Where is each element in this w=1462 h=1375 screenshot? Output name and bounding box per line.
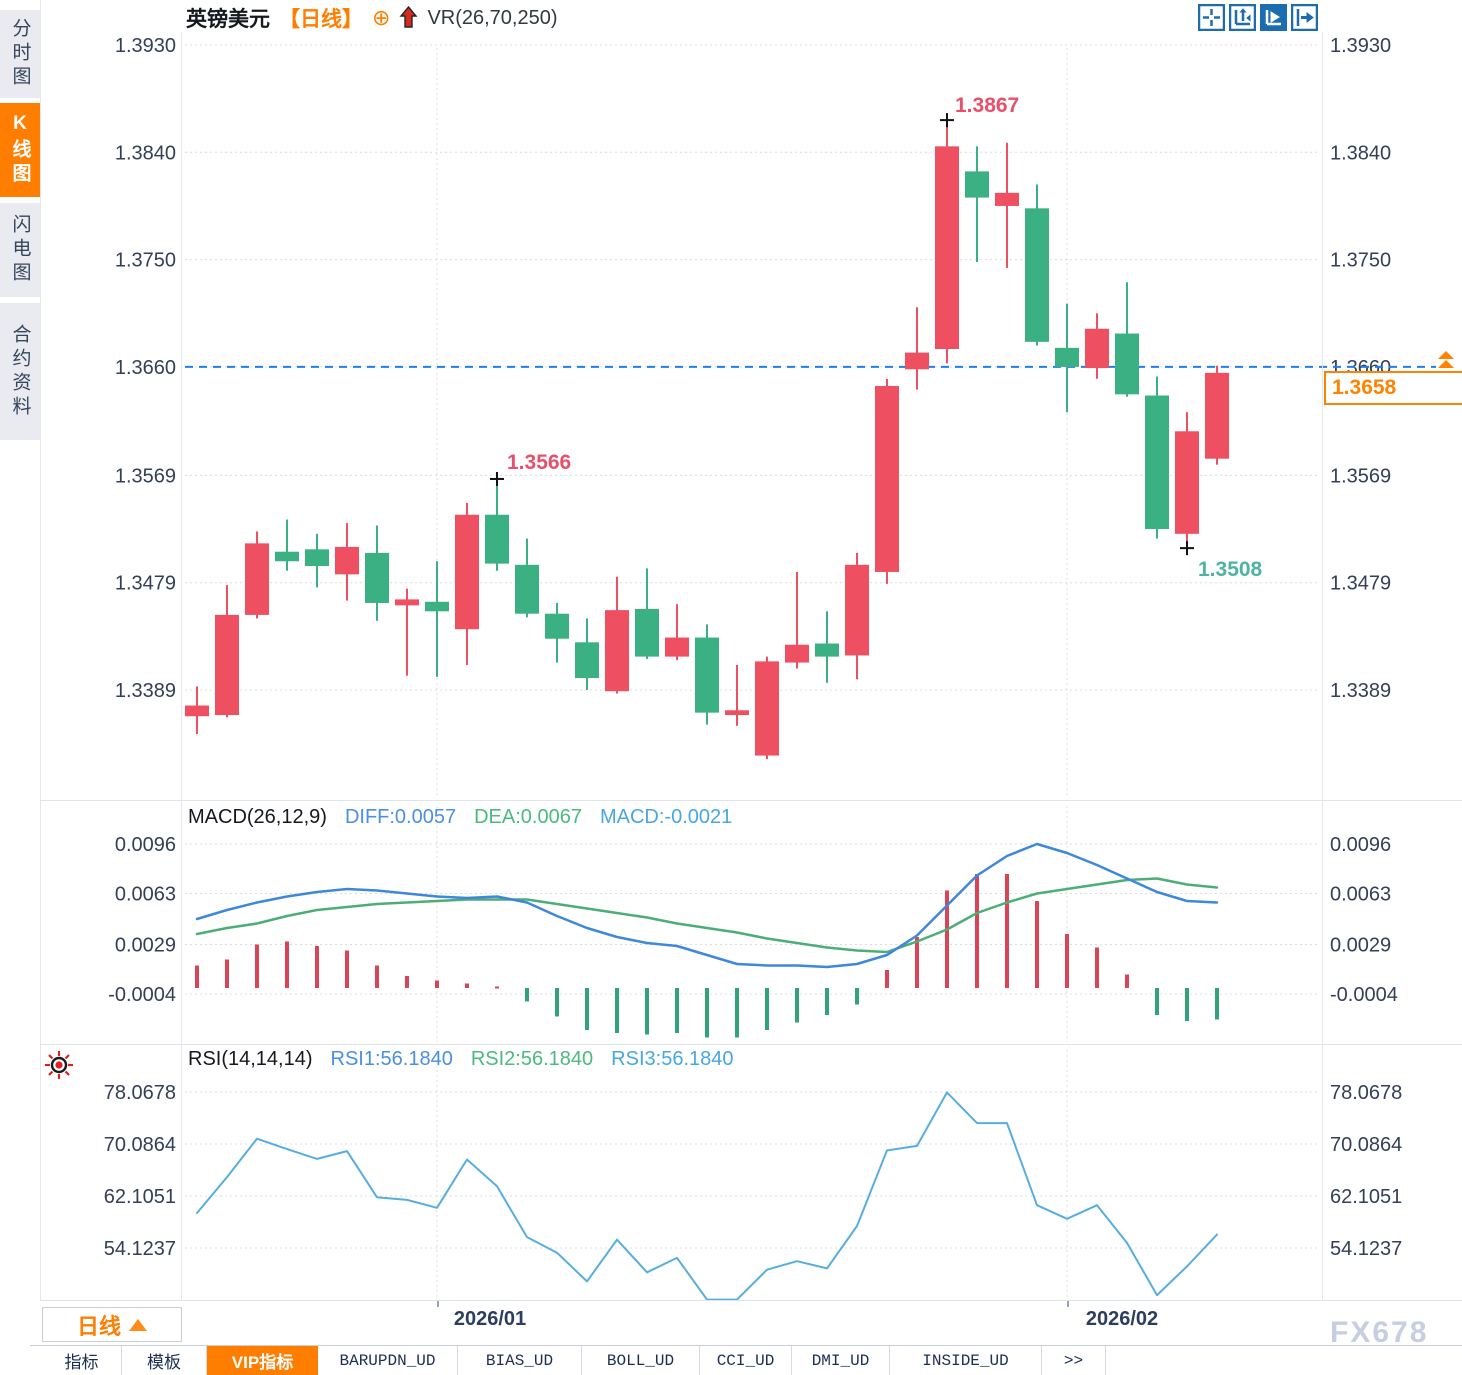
tab-8[interactable]: INSIDE_UD xyxy=(890,1346,1042,1375)
tab-2[interactable]: VIP指标 xyxy=(207,1346,318,1375)
y-axis-label-left: 1.3660 xyxy=(115,357,176,379)
sidebar-divider xyxy=(40,0,41,1300)
y-axis-label-left: 0.0029 xyxy=(115,935,176,957)
x-axis-tick xyxy=(1067,1300,1069,1307)
watermark: FX678 xyxy=(1330,1316,1429,1349)
price-annotation: 1.3867 xyxy=(955,94,1019,117)
y-axis-label-left: 54.1237 xyxy=(104,1238,176,1260)
y-axis-label-left: 78.0678 xyxy=(104,1082,176,1104)
macd-macd-value: MACD:-0.0021 xyxy=(599,806,733,828)
panel-divider xyxy=(30,1300,1462,1301)
macd-title: MACD(26,12,9) xyxy=(188,806,327,828)
circle-plus-icon[interactable]: ⊕ xyxy=(372,5,391,30)
x-axis-tick xyxy=(437,1300,439,1307)
y-axis-label-right: 70.0864 xyxy=(1330,1134,1402,1156)
price-up-arrows xyxy=(1438,360,1454,368)
current-price-value: 1.3658 xyxy=(1332,376,1397,399)
y-axis-label-right: 0.0063 xyxy=(1330,884,1391,906)
y-axis-label-right: 54.1237 xyxy=(1330,1238,1402,1260)
panel-divider xyxy=(40,800,1462,801)
axis-divider-right xyxy=(1322,32,1323,1300)
tab-7[interactable]: DMI_UD xyxy=(792,1346,890,1375)
period-tag: 【日线】 xyxy=(279,8,363,31)
axis-range-tool-icon[interactable] xyxy=(1229,4,1256,31)
y-axis-label-left: 70.0864 xyxy=(104,1134,176,1156)
tab-5[interactable]: BOLL_UD xyxy=(582,1346,700,1375)
overlay-indicator-label: VR(26,70,250) xyxy=(427,6,558,29)
price-annotation: 1.3508 xyxy=(1198,558,1263,581)
y-axis-label-left: -0.0004 xyxy=(108,984,176,1006)
x-axis-row: 日线 2026/01 2026/02 xyxy=(30,1300,1462,1345)
sidebar: 分时图 K线图闪电图合约资料 xyxy=(0,0,40,1374)
auto-scale-tool-icon[interactable] xyxy=(1260,4,1287,31)
x-axis-date-label: 2026/02 xyxy=(1085,1308,1159,1330)
sidebar-item-3[interactable]: 合约资料 xyxy=(0,303,40,440)
y-axis-label-left: 1.3750 xyxy=(115,250,176,272)
period-selector[interactable]: 日线 xyxy=(42,1307,182,1342)
indicator-tabbar: 指标 模板 VIP指标 BARUPDN_UD BIAS_UD BOLL_UD CCI_UD D… xyxy=(30,1345,1462,1375)
rsi2-value: RSI2:56.1840 xyxy=(470,1048,594,1070)
y-axis-label-right: 0.0029 xyxy=(1330,935,1391,957)
current-price-tag: 1.3658 xyxy=(1324,371,1462,405)
tab-6[interactable]: CCI_UD xyxy=(700,1346,792,1375)
alert-sun-icon[interactable] xyxy=(44,1050,74,1080)
y-axis-label-right: 1.3389 xyxy=(1330,680,1391,702)
chart-toolbar xyxy=(1198,4,1318,31)
y-axis-label-right: 0.0096 xyxy=(1330,834,1391,856)
symbol-name: 英镑美元 xyxy=(186,8,270,31)
sidebar-item-0[interactable]: 分时图 xyxy=(0,10,40,98)
symbol-header: 英镑美元 【日线】 ⊕ VR(26,70,250) xyxy=(186,4,558,32)
x-axis-date-label: 2026/01 xyxy=(453,1308,527,1330)
tab-4[interactable]: BIAS_UD xyxy=(458,1346,582,1375)
rsi-header: RSI(14,14,14) RSI1:56.1840 RSI2:56.1840 … xyxy=(188,1048,734,1071)
y-axis-label-left: 1.3569 xyxy=(115,465,176,487)
rsi3-value: RSI3:56.1840 xyxy=(611,1048,734,1070)
y-axis-label-right: 78.0678 xyxy=(1330,1082,1402,1104)
axis-divider-left xyxy=(181,32,182,1300)
y-axis-label-left: 1.3479 xyxy=(115,573,176,595)
y-axis-label-left: 1.3389 xyxy=(115,680,176,702)
y-axis-label-right: 62.1051 xyxy=(1330,1186,1402,1208)
price-annotation: 1.3566 xyxy=(507,451,571,474)
tab-3[interactable]: BARUPDN_UD xyxy=(318,1346,458,1375)
y-axis-label-right: 1.3479 xyxy=(1330,573,1391,595)
y-axis-label-right: 1.3569 xyxy=(1330,465,1391,487)
rsi-title: RSI(14,14,14) xyxy=(188,1048,313,1070)
sidebar-item-1[interactable]: K线图 xyxy=(0,103,40,197)
price-up-arrows xyxy=(1438,351,1454,359)
panel-divider xyxy=(40,1044,1462,1045)
period-selector-label: 日线 xyxy=(76,1313,121,1339)
y-axis-label-left: 0.0063 xyxy=(115,884,176,906)
macd-diff-value: DIFF:0.0057 xyxy=(344,806,457,828)
y-axis-label-left: 62.1051 xyxy=(104,1186,176,1208)
y-axis-label-left: 1.3840 xyxy=(115,142,176,164)
pan-right-tool-icon[interactable] xyxy=(1291,4,1318,31)
macd-header: MACD(26,12,9) DIFF:0.0057 DEA:0.0067 MAC… xyxy=(188,806,732,829)
tab-1[interactable]: 模板 xyxy=(122,1346,207,1375)
y-axis-label-right: 1.3840 xyxy=(1330,142,1391,164)
y-axis-label-left: 0.0096 xyxy=(115,834,176,856)
tab-0[interactable]: 指标 xyxy=(42,1346,122,1375)
sidebar-item-2[interactable]: 闪电图 xyxy=(0,203,40,297)
y-axis-label-right: -0.0004 xyxy=(1330,984,1398,1006)
tab-9[interactable]: >> xyxy=(1042,1346,1106,1375)
rsi1-value: RSI1:56.1840 xyxy=(330,1048,453,1070)
triangle-up-icon xyxy=(129,1318,147,1331)
y-axis-label-right: 1.3750 xyxy=(1330,250,1391,272)
macd-dea-value: DEA:0.0067 xyxy=(474,806,582,828)
red-up-arrow-icon xyxy=(399,6,418,28)
y-axis-label-left: 1.3930 xyxy=(115,35,176,57)
y-axis-label-right: 1.3930 xyxy=(1330,35,1391,57)
crosshair-tool-icon[interactable] xyxy=(1198,4,1225,31)
